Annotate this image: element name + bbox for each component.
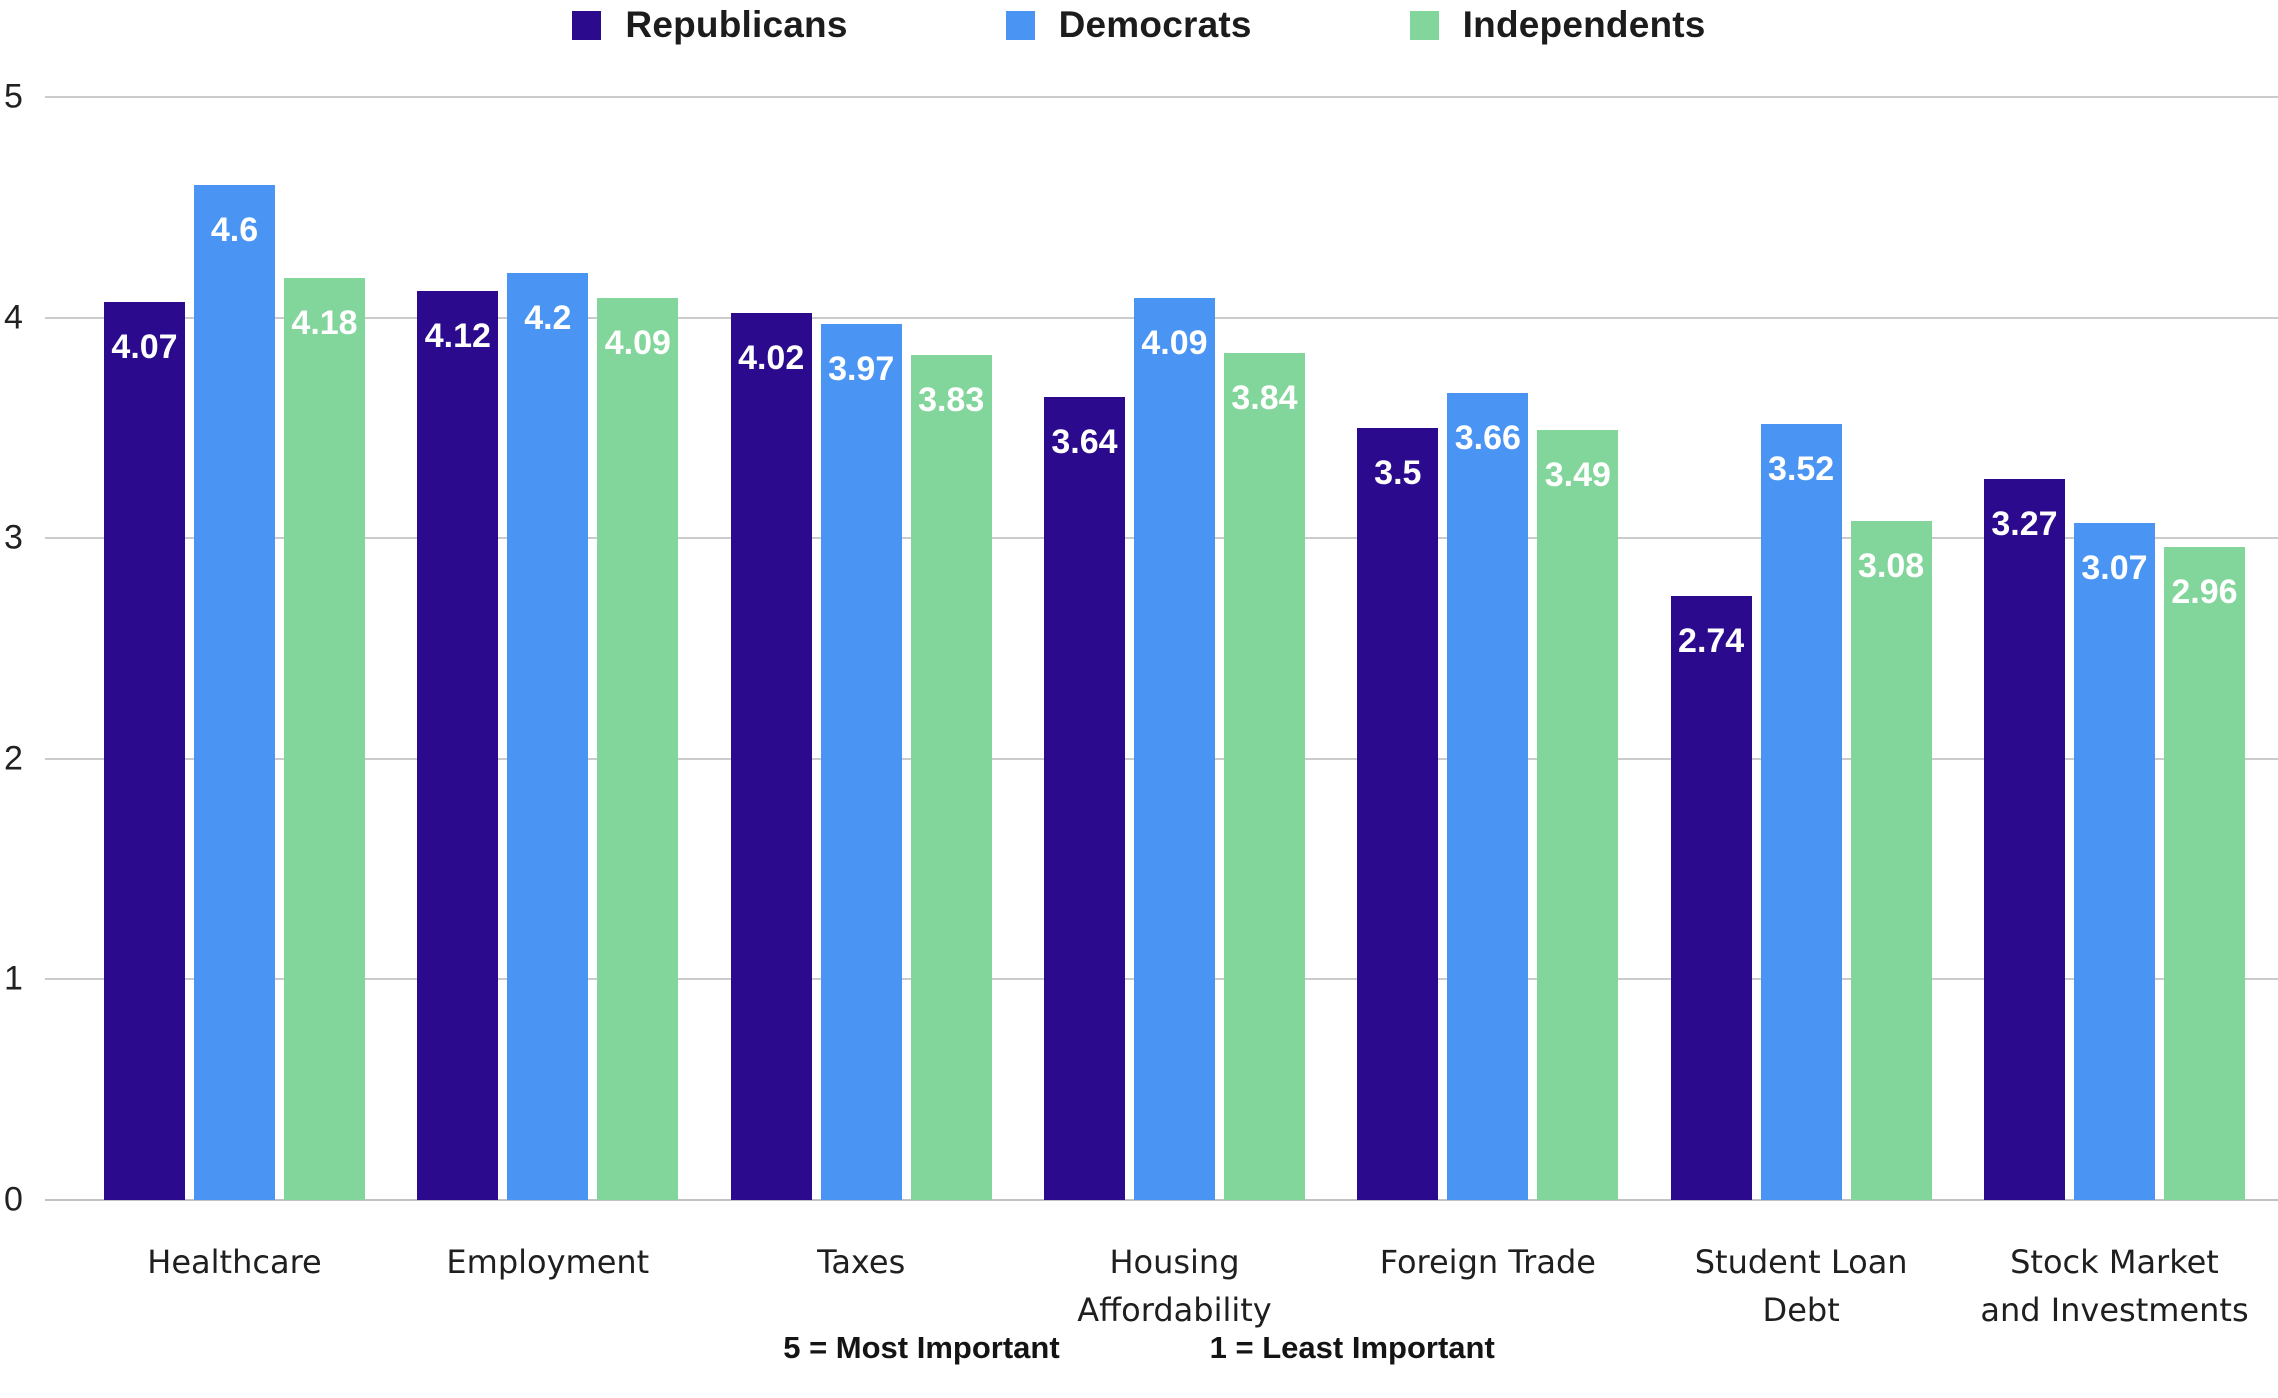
bar-value-label: 3.84 [1231,378,1298,417]
bar-group: 3.64 4.09 3.84 [1043,97,1305,1200]
legend-swatch-icon [1409,10,1439,40]
bar-value-label: 4.18 [291,303,358,342]
category-label-line: Healthcare [147,1243,322,1281]
bar-value-label: 4.07 [111,328,178,367]
category-label-line: Stock Market [2010,1243,2219,1281]
bar-value-label: 2.96 [2171,573,2238,612]
category-label-line: Affordability [1077,1291,1272,1329]
bar-group: 4.02 3.97 3.83 [730,97,992,1200]
bar-value-label: 3.5 [1374,453,1422,492]
bar-independents[interactable]: 2.96 [2163,547,2245,1200]
y-tick-label-5: 5 [4,77,23,116]
bar-democrats[interactable]: 3.07 [2073,522,2155,1200]
bar-independents[interactable]: 3.83 [910,355,992,1200]
legend-item-independents[interactable]: Independents [1409,4,1706,46]
legend-item-democrats[interactable]: Democrats [1005,4,1252,46]
category-label: Stock Market and Investments [1980,1238,2248,1334]
category-label: Student Loan Debt [1671,1238,1932,1334]
bar-value-label: 3.83 [918,381,985,420]
bar-value-label: 3.27 [1991,504,2058,543]
scale-note-min: 1 = Least Important [1209,1330,1495,1365]
category-label-line: Housing [1109,1243,1240,1281]
y-axis: 5 4 3 2 1 0 [0,78,45,1219]
bar-value-label: 3.64 [1051,423,1118,462]
bar-value-label: 4.12 [424,317,491,356]
legend-item-republicans[interactable]: Republicans [572,4,847,46]
bar-value-label: 2.74 [1678,621,1745,660]
bar-value-label: 4.2 [524,299,572,338]
bar-value-label: 4.02 [738,339,805,378]
scale-note: 5 = Most Important 1 = Least Important [0,1330,2278,1366]
legend-swatch-icon [1005,10,1035,40]
legend-label: Independents [1462,4,1706,45]
bar-independents[interactable]: 3.08 [1850,520,1932,1200]
bar-democrats[interactable]: 3.66 [1447,392,1529,1200]
y-tick-label-4: 4 [4,298,23,337]
gridline-5 [45,96,2278,98]
y-tick-label-2: 2 [4,739,23,778]
bar-value-label: 3.52 [1768,449,1835,488]
bar-group: 3.5 3.66 3.49 [1357,97,1619,1200]
bar-group: 3.27 3.07 2.96 [1983,97,2245,1200]
bar-value-label: 3.49 [1544,456,1611,495]
y-tick-label-0: 0 [4,1180,23,1219]
bar-independents[interactable]: 3.49 [1537,430,1619,1200]
y-tick-label-1: 1 [4,959,23,998]
bar-democrats[interactable]: 4.2 [507,273,589,1200]
bar-group: 4.07 4.6 4.18 [104,97,365,1200]
category-label: Healthcare [104,1238,365,1334]
bar-republicans[interactable]: 2.74 [1670,595,1752,1200]
bar-democrats[interactable]: 3.52 [1760,423,1842,1200]
bar-independents[interactable]: 3.84 [1223,352,1305,1200]
gridline-0 [45,1199,2278,1201]
category-label-line: Foreign Trade [1379,1243,1596,1281]
bar-democrats[interactable]: 4.6 [194,185,275,1200]
bar-independents[interactable]: 4.09 [597,297,679,1200]
bar-value-label: 4.09 [1141,323,1208,362]
bar-value-label: 3.66 [1454,418,1521,457]
bar-democrats[interactable]: 3.97 [820,324,902,1200]
bar-group: 2.74 3.52 3.08 [1670,97,1932,1200]
bar-value-label: 4.09 [604,323,671,362]
bar-republicans[interactable]: 3.64 [1043,397,1125,1200]
category-label: Housing Affordability [1044,1238,1305,1334]
category-label-line: Taxes [817,1243,906,1281]
category-label-line: Employment [446,1243,650,1281]
bar-value-label: 4.6 [210,211,259,250]
legend-label: Republicans [625,4,848,45]
legend-swatch-icon [572,10,602,40]
category-label: Taxes [731,1238,992,1334]
plot-area: 4.07 4.6 4.18 4.12 4.2 4.09 4.02 3.97 3.83 3.64 4.… [45,96,2278,1201]
bar-value-label: 3.08 [1858,546,1925,585]
bar-groups: 4.07 4.6 4.18 4.12 4.2 4.09 4.02 3.97 3.83 3.64 4.… [104,97,2245,1200]
legend-label: Democrats [1058,4,1252,45]
bar-independents[interactable]: 4.18 [284,277,365,1200]
category-label-line: Student Loan [1694,1243,1908,1281]
category-label-line: and Investments [1980,1291,2249,1329]
bar-republicans[interactable]: 4.07 [104,302,185,1200]
bar-republicans[interactable]: 4.02 [730,313,812,1200]
chart-legend: Republicans Democrats Independents [0,2,2278,48]
x-axis-category-labels: Healthcare Employment Taxes Housing Affordab… [104,1238,2248,1334]
bar-value-label: 3.97 [828,350,895,389]
bar-group: 4.12 4.2 4.09 [417,97,679,1200]
bar-value-label: 3.07 [2081,548,2148,587]
category-label-line: Debt [1762,1291,1840,1329]
scale-note-max: 5 = Most Important [783,1330,1060,1365]
y-tick-label-3: 3 [4,518,23,557]
category-label: Employment [417,1238,678,1334]
bar-republicans[interactable]: 3.5 [1357,427,1439,1200]
bar-democrats[interactable]: 4.09 [1133,297,1215,1200]
bar-republicans[interactable]: 3.27 [1983,478,2065,1200]
bar-republicans[interactable]: 4.12 [417,291,499,1200]
category-label: Foreign Trade [1357,1238,1618,1334]
